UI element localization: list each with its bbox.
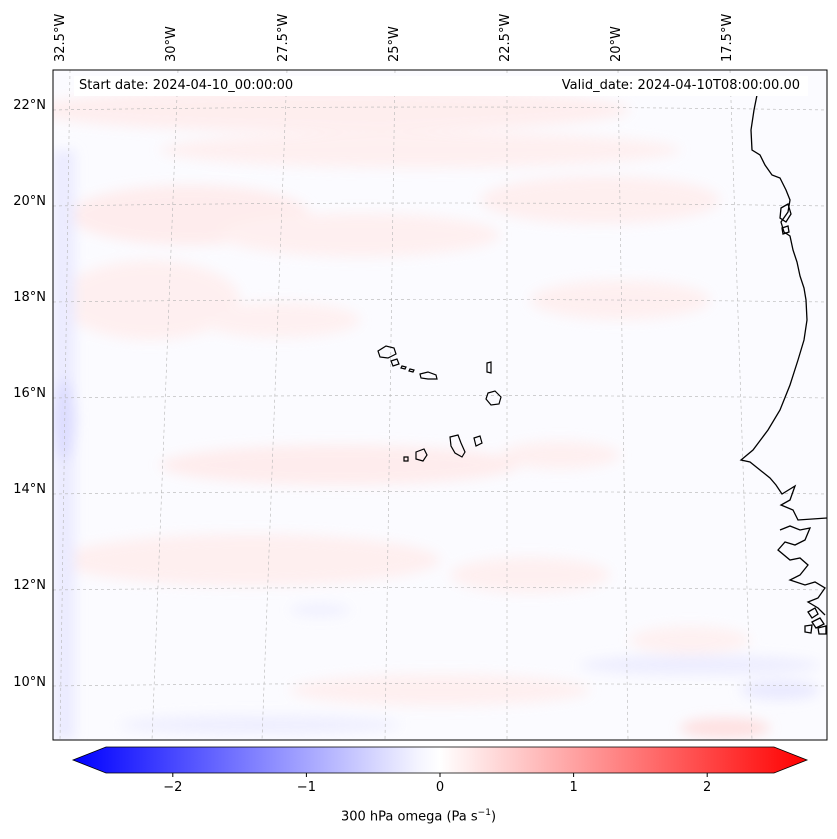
lon-label-17-5w: 17.5°W bbox=[720, 13, 735, 62]
start-date-text: Start date: 2024-04-10_00:00:00 bbox=[79, 78, 294, 93]
map-frame bbox=[52, 69, 828, 741]
colorbar-body bbox=[71, 746, 809, 774]
colorbar-tick-label: 1 bbox=[569, 780, 578, 795]
colorbar-tick-label: −2 bbox=[163, 780, 183, 795]
lon-label-27-5w: 27.5°W bbox=[276, 13, 291, 62]
colorbar-tick-label: 0 bbox=[435, 780, 445, 795]
colorbar-tick-label: −1 bbox=[296, 780, 316, 795]
lat-label-14n: 14°N bbox=[13, 482, 46, 497]
lon-label-20w: 20°W bbox=[609, 26, 624, 62]
lon-label-30w: 30°W bbox=[164, 26, 179, 62]
colorbar-tick-marks bbox=[172, 773, 708, 777]
lat-label-10n: 10°N bbox=[13, 675, 46, 690]
lat-label-18n: 18°N bbox=[13, 290, 46, 305]
cape-verde-islands bbox=[377, 345, 502, 462]
valid-date-text: Valid_date: 2024-04-10T08:00:00.00 bbox=[561, 78, 800, 93]
lat-label-22n: 22°N bbox=[13, 98, 46, 113]
lon-label-32-5w: 32.5°W bbox=[53, 13, 68, 62]
colorbar-tick-label: 2 bbox=[703, 780, 712, 795]
lat-label-12n: 12°N bbox=[13, 578, 46, 593]
date-info-bar: Start date: 2024-04-10_00:00:00 Valid_da… bbox=[74, 76, 808, 96]
lat-label-16n: 16°N bbox=[13, 386, 46, 401]
lon-label-22-5w: 22.5°W bbox=[498, 13, 513, 62]
colorbar bbox=[71, 746, 809, 777]
coastline bbox=[739, 77, 827, 635]
lon-label-25w: 25°W bbox=[387, 26, 402, 62]
colorbar-label: 300 hPa omega (Pa s−1) bbox=[340, 808, 497, 825]
omega-field bbox=[53, 70, 827, 740]
gridlines bbox=[53, 70, 827, 740]
lat-label-20n: 20°N bbox=[13, 194, 46, 209]
